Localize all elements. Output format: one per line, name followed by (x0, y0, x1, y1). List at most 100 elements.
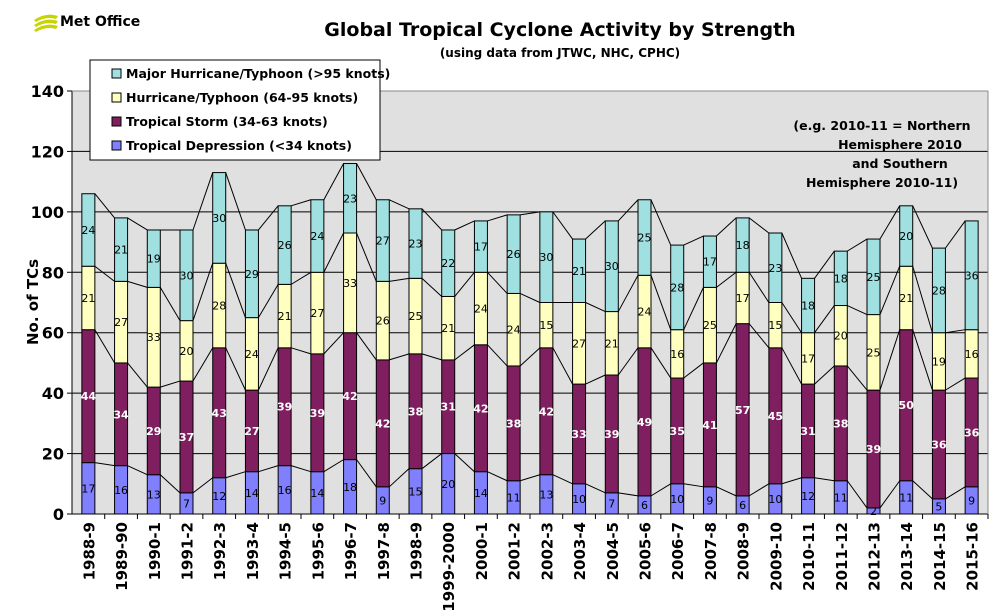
series-connector (127, 465, 148, 476)
chart-title: Global Tropical Cyclone Activity by Stre… (324, 19, 795, 41)
data-label: 18 (343, 481, 357, 494)
x-tick-label: 2010-11 (800, 522, 818, 591)
series-connector (912, 480, 933, 500)
data-label: 20 (899, 230, 913, 243)
bar-segment (899, 205, 914, 267)
series-connector (617, 199, 639, 222)
data-label: 23 (343, 192, 357, 205)
x-tick-label: 2003-4 (571, 522, 589, 580)
series-connector (454, 453, 475, 473)
data-label: 9 (968, 494, 975, 507)
x-tick-label: 1994-5 (277, 522, 295, 580)
data-label: 14 (474, 487, 488, 500)
x-tick-label: 1999-2000 (440, 522, 458, 612)
series-connector (389, 277, 410, 282)
data-label: 16 (670, 348, 684, 361)
data-label: 36 (931, 439, 947, 452)
series-connector (257, 347, 279, 391)
data-label: 39 (277, 401, 292, 414)
y-tick-label: 0 (53, 505, 64, 524)
legend-box (89, 59, 381, 161)
y-axis-label: No. of TCs (24, 259, 42, 345)
data-label: 24 (638, 306, 652, 319)
data-label: 36 (964, 426, 980, 439)
series-connector (454, 220, 475, 231)
series-connector (879, 266, 901, 315)
series-connector (127, 217, 148, 231)
series-connector (781, 302, 802, 333)
bar-segment (670, 244, 685, 331)
data-label: 10 (670, 493, 684, 506)
logo-text: Met Office (60, 14, 140, 30)
data-label: 21 (572, 265, 586, 278)
series-connector (814, 365, 835, 385)
series-connector (552, 347, 574, 385)
series-connector (389, 199, 410, 210)
data-label: 14 (245, 487, 259, 500)
data-label: 50 (899, 399, 915, 412)
data-label: 12 (212, 490, 226, 503)
series-connector (421, 453, 443, 470)
y-tick-label: 80 (42, 263, 64, 282)
bar-segment (833, 250, 848, 307)
x-tick-label: 1988-9 (80, 522, 98, 580)
data-label: 24 (474, 303, 488, 316)
bar-segment (539, 211, 554, 304)
series-connector (225, 347, 246, 391)
series-connector (715, 323, 737, 364)
data-label: 9 (706, 494, 713, 507)
series-connector (127, 280, 148, 288)
legend-swatch (111, 68, 122, 79)
x-tick-label: 2013-14 (898, 522, 916, 591)
data-label: 23 (768, 262, 782, 275)
legend-swatch (111, 116, 122, 127)
data-label: 29 (146, 425, 161, 438)
series-connector (258, 205, 279, 231)
data-label: 16 (114, 484, 128, 497)
data-label: 25 (703, 319, 717, 332)
series-connector (487, 214, 508, 222)
legend-swatch (111, 92, 122, 103)
bar-segment (604, 220, 619, 313)
series-connector (847, 238, 868, 252)
series-connector (748, 217, 770, 234)
series-connector (487, 344, 508, 367)
y-tick-label: 120 (31, 142, 64, 161)
x-tick-label: 2009-10 (767, 522, 785, 591)
series-connector (585, 220, 606, 240)
data-label: 2 (870, 505, 877, 518)
bar-segment (506, 214, 521, 294)
x-tick-label: 1989-90 (113, 522, 131, 591)
data-label: 22 (441, 257, 455, 270)
data-label: 38 (833, 417, 848, 430)
x-tick-label: 1993-4 (244, 522, 262, 580)
series-connector (421, 353, 442, 361)
series-connector (290, 199, 312, 207)
data-label: 38 (506, 417, 521, 430)
data-label: 27 (244, 425, 259, 438)
bar-segment (768, 232, 783, 303)
series-connector (356, 232, 377, 282)
data-label: 30 (539, 251, 553, 264)
data-label: 41 (702, 419, 717, 432)
data-label: 30 (605, 260, 619, 273)
bar-segment (310, 199, 325, 273)
bar-segment (866, 238, 881, 316)
data-label: 42 (342, 390, 357, 403)
series-connector (846, 480, 868, 509)
data-label: 25 (409, 310, 423, 323)
data-label: 44 (81, 390, 97, 403)
x-tick-label: 2002-3 (538, 522, 556, 580)
series-connector (127, 362, 148, 388)
data-label: 27 (376, 235, 390, 248)
series-connector (814, 305, 835, 334)
data-label: 27 (310, 307, 324, 320)
bar-segment (801, 277, 816, 334)
data-label: 25 (867, 346, 881, 359)
data-label: 7 (183, 497, 190, 510)
series-connector (879, 480, 901, 509)
bar-segment (179, 229, 194, 322)
data-label: 21 (278, 310, 292, 323)
data-label: 21 (441, 322, 455, 335)
